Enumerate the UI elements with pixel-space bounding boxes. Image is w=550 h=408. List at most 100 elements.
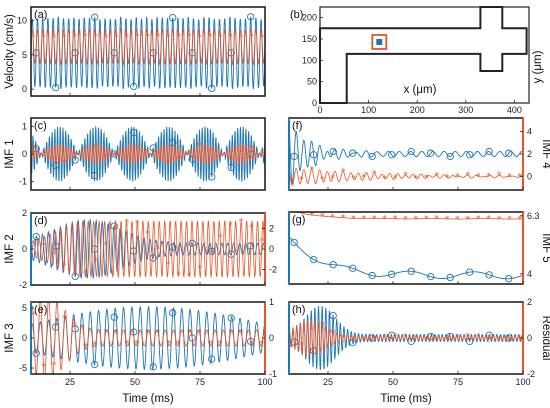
marker-star-e: * bbox=[145, 328, 150, 338]
series-line-f-blue bbox=[289, 123, 523, 184]
marker-star-a: * bbox=[104, 33, 109, 43]
marker-star-g: * bbox=[320, 212, 325, 222]
series-line-g-orange bbox=[295, 212, 523, 220]
axes-frame-a bbox=[30, 6, 266, 97]
marker-star-a: * bbox=[197, 33, 202, 43]
marker-circle-f bbox=[466, 151, 474, 159]
xtick-label-h: 50 bbox=[388, 377, 398, 387]
marker-star-d: * bbox=[41, 241, 46, 251]
marker-circle-g bbox=[388, 270, 396, 278]
panel-g: * * * * * * * * * * * * * * * * * * * * * * * 4 6.3 IMF 5 (g) bbox=[288, 209, 550, 285]
marker-star-h: * bbox=[455, 333, 460, 343]
marker-star-h: * bbox=[351, 336, 356, 346]
ytick-label-a: 0 bbox=[22, 84, 27, 94]
xtick-label-b: 200 bbox=[410, 105, 425, 115]
marker-star-g: * bbox=[299, 209, 304, 219]
marker-circle-f bbox=[446, 152, 454, 161]
marker-star-a: * bbox=[145, 32, 150, 42]
x-axis-label-h: Time (ms) bbox=[380, 393, 431, 405]
marker-star-d: * bbox=[135, 219, 140, 229]
y2tick-label-d: -2 bbox=[269, 265, 277, 275]
marker-star-d: * bbox=[156, 245, 161, 255]
xtick-label-e: 75 bbox=[195, 377, 205, 387]
marker-circle-g bbox=[466, 268, 474, 276]
marker-star-e: * bbox=[218, 340, 223, 350]
marker-star-a: * bbox=[156, 32, 161, 42]
panel-label-f: (f) bbox=[292, 120, 302, 132]
marker-star-g: * bbox=[424, 215, 429, 225]
panel-e: * * * * * * * * * * * * * * * * * * * * * * * -5 0 5 -1 0 1 25 50 75 100… bbox=[4, 297, 277, 405]
marker-star-e: * bbox=[228, 328, 233, 338]
marker-star-d: * bbox=[197, 264, 202, 274]
marker-circle-f bbox=[485, 147, 493, 156]
ytick-label-c: 1 bbox=[22, 121, 27, 131]
marker-star-g: * bbox=[393, 215, 398, 225]
series-g-orange: * * * * * * * * * * * * * * * * * * * * * * * bbox=[289, 209, 523, 225]
marker-star-c: * bbox=[249, 144, 254, 154]
marker-circle-g bbox=[310, 255, 318, 264]
y2tick-label-h: 2 bbox=[527, 297, 532, 307]
marker-star-f: * bbox=[414, 174, 419, 184]
ytick-label-e: -5 bbox=[19, 363, 27, 373]
xtick-label-e: 100 bbox=[257, 377, 272, 387]
ytick-label-b: 50 bbox=[307, 77, 317, 87]
marker-circle-d bbox=[32, 232, 40, 241]
marker-star-h: * bbox=[466, 332, 471, 342]
marker-star-f: * bbox=[455, 173, 460, 183]
marker-circle-c bbox=[227, 163, 235, 172]
ytick-label-e: 0 bbox=[22, 333, 27, 343]
marker-star-h: * bbox=[362, 336, 367, 346]
series-e-orange: * * * * * * * * * * * * * * * * * * * * * * * bbox=[31, 302, 265, 374]
marker-star-g: * bbox=[330, 213, 335, 223]
marker-star-f: * bbox=[362, 174, 367, 184]
marker-star-d: * bbox=[52, 250, 57, 260]
marker-star-d: * bbox=[176, 271, 181, 281]
marker-circle-g bbox=[485, 271, 493, 279]
y-axis-label-g: IMF 5 bbox=[540, 233, 550, 262]
marker-star-e: * bbox=[124, 340, 129, 350]
marker-circle-c bbox=[208, 173, 216, 181]
marker-star-f: * bbox=[424, 174, 429, 184]
marker-star-c: * bbox=[228, 155, 233, 165]
marker-star-h: * bbox=[310, 326, 315, 336]
series-h-blue bbox=[289, 305, 523, 370]
ytick-label-d: -2 bbox=[19, 280, 27, 290]
marker-star-g: * bbox=[310, 211, 315, 221]
marker-star-f: * bbox=[507, 172, 512, 182]
panel-d: * * * * * * * * * * * * * * * * * * * * * * * -2 0 2 -2 0 2 IMF 2 (d) bbox=[4, 208, 277, 290]
marker-star-d: * bbox=[249, 223, 254, 233]
marker-circle-f bbox=[388, 151, 396, 159]
marker-circle-d bbox=[52, 242, 60, 250]
marker-star-d: * bbox=[62, 262, 67, 272]
panel-h: * * * * * * * * * * * * * * * * * * * * * * * -2 0 2 25 50 75 100 Time… bbox=[288, 297, 550, 405]
y-axis-label-e: IMF 3 bbox=[4, 323, 16, 352]
y2tick-label-h: 0 bbox=[527, 333, 532, 343]
marker-circle-g bbox=[290, 238, 298, 247]
y2tick-label-e: 0 bbox=[269, 333, 274, 343]
marker-star-h: * bbox=[414, 334, 419, 344]
xtick-label-e: 50 bbox=[130, 377, 140, 387]
marker-circle-a bbox=[208, 84, 216, 93]
panel-b: 0 100 200 300 400 0 50 100 150 200 x (μm) y (μm) (b) bbox=[290, 6, 544, 115]
marker-star-c: * bbox=[187, 149, 192, 159]
marker-star-e: * bbox=[93, 340, 98, 350]
marker-circle-f bbox=[505, 149, 513, 157]
marker-star-c: * bbox=[41, 149, 46, 159]
marker-star-f: * bbox=[445, 173, 450, 183]
panel-c: * * * * * * * * * * * * * * * * * * * * * * * -1 0 1 IMF 1 (c) bbox=[4, 117, 266, 191]
marker-star-d: * bbox=[72, 271, 77, 281]
marker-star-c: * bbox=[114, 152, 119, 162]
marker-circle-e bbox=[169, 309, 177, 317]
y2tick-label-e: -1 bbox=[269, 369, 277, 379]
y-axis-label-d: IMF 2 bbox=[4, 234, 16, 263]
marker-star-d: * bbox=[93, 257, 98, 267]
marker-circle-f bbox=[329, 147, 337, 156]
series-a-orange: * * * * * * * * * * * * * * * * * * * * * * * bbox=[31, 27, 265, 66]
panel-label-d: (d) bbox=[34, 215, 47, 227]
marker-circle-c bbox=[130, 128, 138, 137]
marker-star-h: * bbox=[393, 332, 398, 342]
marker-circle-g bbox=[446, 273, 454, 282]
marker-star-h: * bbox=[434, 336, 439, 346]
marker-circle-a bbox=[91, 13, 99, 21]
ytick-label-a: 5 bbox=[22, 50, 27, 60]
